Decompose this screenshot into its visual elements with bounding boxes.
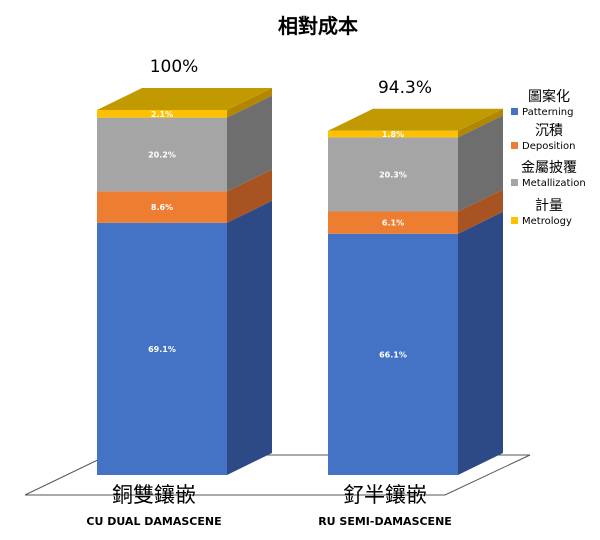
data-label-patterning-1: 69.1% bbox=[148, 345, 176, 354]
bar-top-2 bbox=[328, 108, 503, 131]
legend-label-metrology: Metrology bbox=[522, 216, 572, 227]
legend-swatch-deposition bbox=[511, 142, 518, 149]
data-label-deposition-2: 6.1% bbox=[382, 219, 404, 228]
legend-label-zh-deposition: 沉積 bbox=[535, 123, 563, 139]
legend-label-zh-patterning: 圖案化 bbox=[528, 88, 570, 105]
bar-side-metallization-2 bbox=[458, 115, 503, 212]
bar-segment-metrology-2 bbox=[328, 130, 458, 138]
bar-side-patterning-1 bbox=[227, 200, 272, 475]
total-label-1: 100% bbox=[150, 57, 199, 77]
category-label-zh-2: 釕半鑲嵌 bbox=[343, 483, 427, 507]
bar-top-1 bbox=[97, 88, 272, 110]
legend-swatch-patterning bbox=[511, 108, 518, 115]
bar-segment-deposition-2 bbox=[328, 211, 458, 234]
total-label-2: 94.3% bbox=[378, 78, 432, 98]
legend: 圖案化 Patterning 沉積 Deposition 金屬披覆 Metallizati… bbox=[511, 88, 586, 227]
data-label-metrology-2: 1.8% bbox=[382, 130, 404, 139]
bar-side-metrology-1 bbox=[227, 88, 272, 118]
legend-label-zh-metallization: 金屬披覆 bbox=[521, 160, 577, 176]
bar-side-metallization-1 bbox=[227, 95, 272, 192]
bar-segment-patterning-2 bbox=[328, 233, 458, 475]
legend-swatch-metrology bbox=[511, 217, 518, 224]
bar-segment-metallization-1 bbox=[97, 117, 227, 192]
category-label-zh-1: 銅雙鑲嵌 bbox=[112, 483, 196, 507]
legend-swatch-metallization bbox=[511, 179, 518, 186]
bar-segment-metrology-1 bbox=[97, 110, 227, 118]
bar-segment-patterning-1 bbox=[97, 222, 227, 475]
bar-side-deposition-1 bbox=[227, 169, 272, 223]
data-label-metrology-1: 2.1% bbox=[151, 110, 173, 119]
legend-label-deposition: Deposition bbox=[522, 141, 575, 152]
data-label-deposition-1: 8.6% bbox=[151, 203, 173, 212]
bar-side-deposition-2 bbox=[458, 189, 503, 234]
bar-side-metrology-2 bbox=[458, 108, 503, 138]
category-label-en-2: RU SEMI-DAMASCENE bbox=[318, 515, 452, 528]
legend-label-patterning: Patterning bbox=[522, 107, 573, 118]
data-label-patterning-2: 66.1% bbox=[379, 350, 407, 359]
floor-plane bbox=[24, 454, 531, 496]
data-label-metallization-1: 20.2% bbox=[148, 151, 176, 160]
chart-title: 相對成本 bbox=[278, 14, 358, 38]
bar-segment-deposition-1 bbox=[97, 191, 227, 223]
data-label-metallization-2: 20.3% bbox=[379, 170, 407, 179]
category-label-en-1: CU DUAL DAMASCENE bbox=[86, 515, 221, 528]
bar-segment-metallization-2 bbox=[328, 137, 458, 212]
legend-label-zh-metrology: 計量 bbox=[535, 198, 563, 214]
legend-label-metallization: Metallization bbox=[522, 178, 586, 189]
bars-group: 69.1% 8.6% 20.2% 2.1% 100% 銅雙鑲嵌 CU DUAL DAMASC… bbox=[86, 57, 503, 528]
bar-side-patterning-2 bbox=[458, 211, 503, 476]
